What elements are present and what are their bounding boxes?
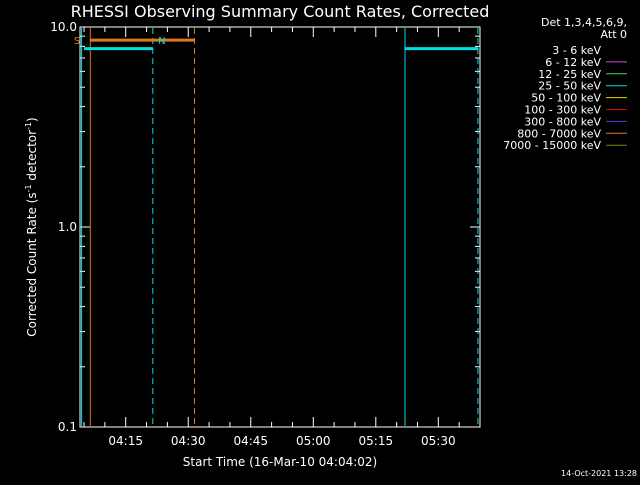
legend-label: 800 - 7000 keV <box>517 127 601 140</box>
y-tick-label: 1.0 <box>58 220 77 234</box>
y-tick-label: 10.0 <box>50 20 77 34</box>
x-tick-label: 04:15 <box>108 434 143 448</box>
x-tick-label: 04:30 <box>171 434 206 448</box>
legend-label: 100 - 300 keV <box>524 104 601 117</box>
legend-header-detectors: Det 1,3,4,5,6,9, <box>541 16 627 29</box>
x-tick-label: 05:15 <box>359 434 394 448</box>
chart-title: RHESSI Observing Summary Count Rates, Co… <box>71 2 490 21</box>
x-axis-label: Start Time (16-Mar-10 04:04:02) <box>183 455 377 469</box>
x-tick-label: 05:00 <box>296 434 331 448</box>
y-axis-label: Corrected Count Rate (s-1 detector-1) <box>24 117 39 336</box>
legend-label: 300 - 800 keV <box>524 115 601 128</box>
annotation-marker: S <box>74 36 80 47</box>
generation-timestamp: 14-Oct-2021 13:28 <box>561 469 637 478</box>
plot-area <box>79 26 481 428</box>
legend-label: 3 - 6 keV <box>552 44 601 57</box>
legend-label: 12 - 25 keV <box>538 68 601 81</box>
plot-frame <box>79 26 481 428</box>
legend-label: 6 - 12 keV <box>545 56 601 69</box>
legend-label: 25 - 50 keV <box>538 80 601 93</box>
y-tick-label: 0.1 <box>58 420 77 434</box>
legend-header-attenuator: Att 0 <box>601 28 627 41</box>
x-tick-label: 05:30 <box>421 434 456 448</box>
legend-label: 7000 - 15000 keV <box>503 139 601 152</box>
legend-label: 50 - 100 keV <box>531 92 601 105</box>
x-tick-label: 04:45 <box>233 434 268 448</box>
annotation-marker: N <box>158 36 165 47</box>
